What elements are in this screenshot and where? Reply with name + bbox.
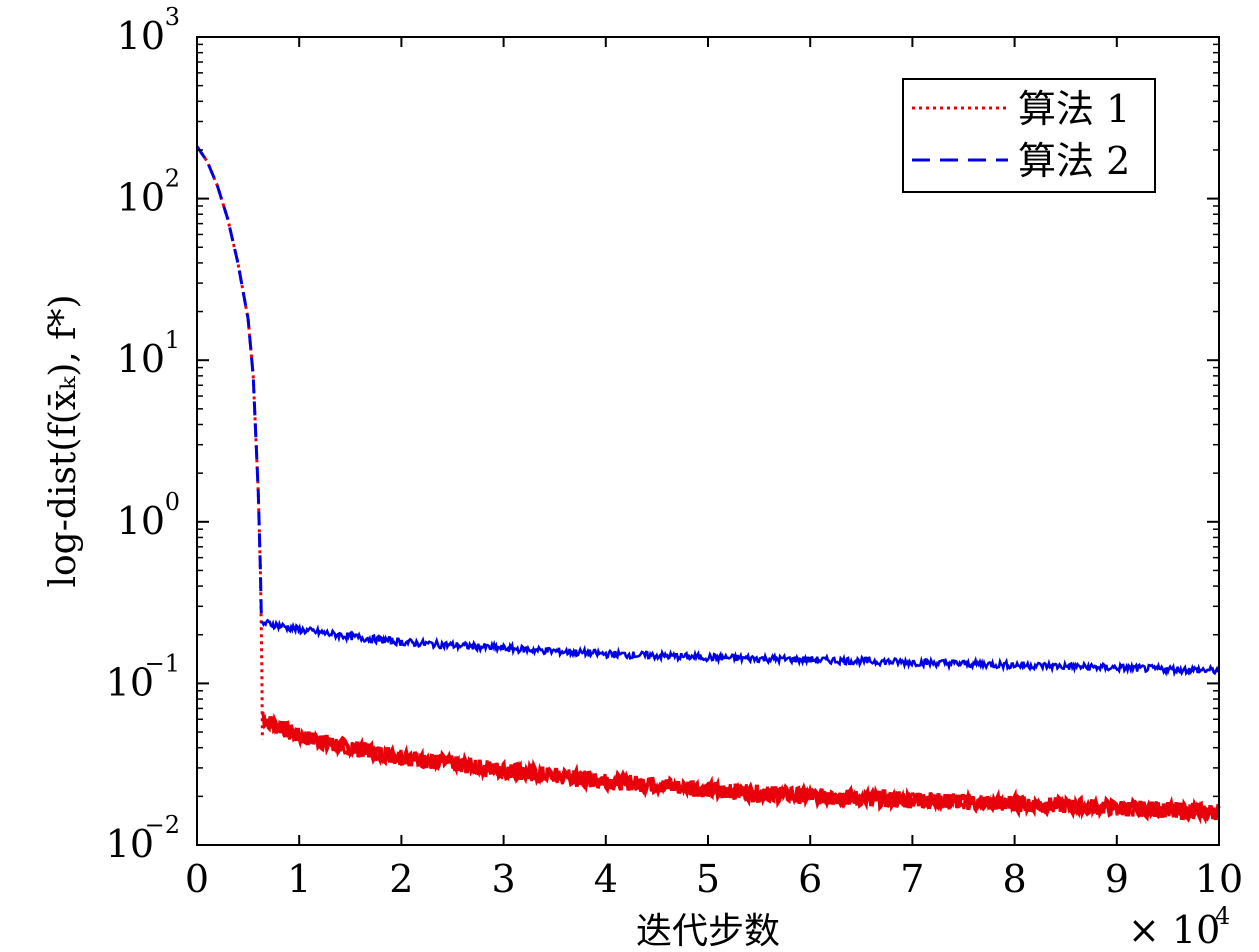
y-tick-label: 110 xyxy=(117,326,180,381)
y-tick-label-exponent: 1 xyxy=(165,326,180,354)
y-tick-label: 210 xyxy=(117,165,180,220)
series-line-2-tail xyxy=(261,618,1221,678)
x-tick-label: 5 xyxy=(696,857,720,901)
legend: 算法 1 算法 2 xyxy=(902,78,1156,193)
x-tick-label: 2 xyxy=(389,857,413,901)
svg-text:4: 4 xyxy=(1215,902,1230,930)
y-axis-label: log-dist(f(x̄ₖ), f*) xyxy=(43,294,84,587)
plot-lines xyxy=(195,145,1221,825)
x-tick-label: 10 xyxy=(1195,857,1243,901)
x-tick-label: 1 xyxy=(287,857,311,901)
y-tick-label: 010 xyxy=(117,488,180,543)
series-line-1-tail-band xyxy=(261,711,1221,825)
y-tick-label-base: 10 xyxy=(117,337,165,381)
y-tick-label: −210 xyxy=(106,811,180,866)
x-axis-label: 迭代步数 xyxy=(636,911,780,952)
y-tick-label-exponent: 2 xyxy=(165,165,180,193)
y-tick-label-exponent: −1 xyxy=(145,649,180,677)
y-tick-label-base: 10 xyxy=(117,176,165,220)
x-tick-label: 0 xyxy=(185,857,209,901)
legend-box xyxy=(902,78,1156,193)
x-tick-label: 8 xyxy=(1003,857,1027,901)
x-tick-label: 9 xyxy=(1105,857,1129,901)
x-tick-label: 6 xyxy=(798,857,822,901)
y-tick-label-base: 10 xyxy=(117,499,165,543)
x-tick-label: 3 xyxy=(492,857,516,901)
x-axis-ticks: 0 1 2 3 4 5 6 7 8 9 10 xyxy=(185,37,1243,901)
y-tick-label-exponent: −2 xyxy=(145,811,180,839)
series-line-2-descent xyxy=(195,145,264,624)
svg-text:× 10: × 10 xyxy=(1128,908,1220,952)
y-tick-label: 310 xyxy=(117,3,180,58)
y-tick-label: −110 xyxy=(106,649,180,704)
x-tick-label: 4 xyxy=(594,857,618,901)
y-tick-label-base: 10 xyxy=(106,660,154,704)
x-tick-label: 7 xyxy=(900,857,924,901)
y-tick-label-base: 10 xyxy=(106,822,154,866)
y-tick-label-exponent: 0 xyxy=(165,488,180,516)
y-tick-label-base: 10 xyxy=(117,14,165,58)
y-tick-label-exponent: 3 xyxy=(165,3,180,31)
x-axis-multiplier: × 10 4 xyxy=(1128,902,1230,952)
legend-label-series-2: 算法 2 xyxy=(1018,139,1130,183)
legend-label-series-1: 算法 1 xyxy=(1018,87,1130,131)
